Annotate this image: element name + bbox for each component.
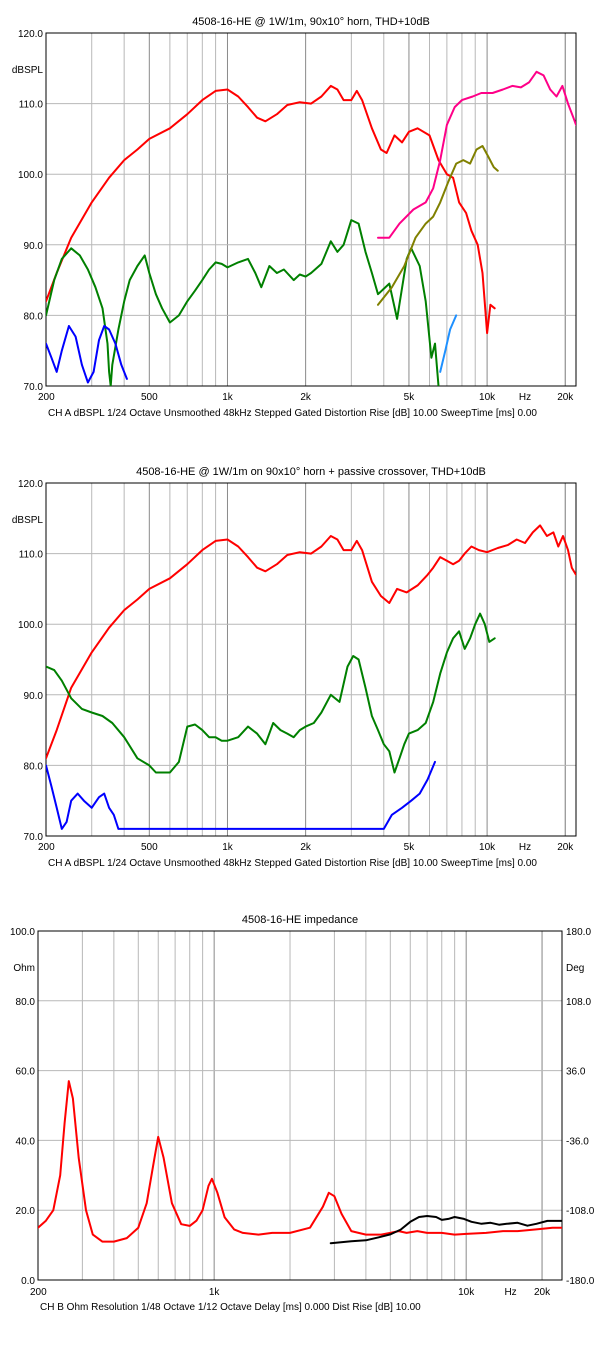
chart-title: 4508-16-HE @ 1W/1m on 90x10° horn + pass… <box>136 466 486 478</box>
x-tick-label: 200 <box>38 842 55 853</box>
y-tick-label: 120.0 <box>18 29 43 40</box>
y-tick-label: 40.0 <box>16 1136 36 1147</box>
x-tick-label: 2k <box>300 392 312 403</box>
x-tick-label: 10k <box>479 842 496 853</box>
y-tick-label: 110.0 <box>19 100 44 111</box>
plot-frame <box>37 930 563 1281</box>
chart-footer: CH A dBSPL 1/24 Octave Unsmoothed 48kHz … <box>48 858 537 869</box>
y-axis-label: Ohm <box>13 963 35 974</box>
x-tick-label: 10k <box>479 392 496 403</box>
chart-footer: CH A dBSPL 1/24 Octave Unsmoothed 48kHz … <box>48 408 537 419</box>
x-tick-label: 1k <box>209 1287 221 1298</box>
series-line <box>329 1215 562 1245</box>
y2-tick-label: -36.0 <box>566 1136 589 1147</box>
y2-tick-label: -108.0 <box>566 1206 595 1217</box>
y-tick-label: 80.0 <box>24 761 44 772</box>
x-tick-label: 20k <box>557 392 574 403</box>
y-tick-label: 70.0 <box>24 382 44 393</box>
y-tick-label: 20.0 <box>16 1206 36 1217</box>
y-tick-label: 100.0 <box>18 170 43 181</box>
chart-2: 4508-16-HE @ 1W/1m on 90x10° horn + pass… <box>12 466 577 869</box>
y-axis-label: dBSPL <box>12 65 44 76</box>
y-tick-label: 80.0 <box>16 997 36 1008</box>
x-tick-label: 1k <box>222 842 234 853</box>
plot-frame <box>45 32 577 387</box>
y-tick-label: 60.0 <box>16 1067 36 1078</box>
plot-frame <box>45 482 577 837</box>
chart-1: 4508-16-HE @ 1W/1m, 90x10° horn, THD+10d… <box>12 16 577 419</box>
series-line <box>46 612 496 774</box>
x-axis-label: Hz <box>519 392 531 403</box>
y-tick-label: 90.0 <box>24 691 44 702</box>
y-tick-label: 70.0 <box>24 832 44 843</box>
x-tick-label: 500 <box>141 842 158 853</box>
y2-tick-label: 108.0 <box>566 997 591 1008</box>
x-tick-label: 2k <box>300 842 312 853</box>
y-tick-label: 80.0 <box>24 311 44 322</box>
x-tick-label: 20k <box>557 842 574 853</box>
chart-3: 4508-16-HE impedance 0.0 20.0 40.0 60.0 80.0 1… <box>10 914 595 1313</box>
series-line <box>46 325 128 384</box>
y-tick-label: 110.0 <box>19 550 44 561</box>
y2-tick-label: -180.0 <box>566 1276 595 1287</box>
x-tick-label: 20k <box>534 1287 551 1298</box>
x-tick-label: 10k <box>458 1287 475 1298</box>
x-axis-label: Hz <box>519 842 531 853</box>
y-tick-label: 100.0 <box>10 927 35 938</box>
x-tick-label: 200 <box>30 1287 47 1298</box>
y-axis-label: dBSPL <box>12 515 44 526</box>
y-tick-label: 100.0 <box>18 620 43 631</box>
series-line <box>46 760 436 830</box>
y2-tick-label: 36.0 <box>566 1067 586 1078</box>
series-line <box>38 1080 562 1243</box>
y2-axis-label: Deg <box>566 963 584 974</box>
series-line <box>46 219 440 386</box>
x-tick-label: 1k <box>222 392 234 403</box>
series-line <box>377 70 576 239</box>
chart-title: 4508-16-HE impedance <box>242 914 358 926</box>
series-line <box>439 314 458 373</box>
y2-tick-label: 180.0 <box>566 927 591 938</box>
chart-footer: CH B Ohm Resolution 1/48 Octave 1/12 Oct… <box>40 1302 421 1313</box>
chart-title: 4508-16-HE @ 1W/1m, 90x10° horn, THD+10d… <box>192 16 430 28</box>
x-tick-label: 5k <box>404 392 416 403</box>
x-tick-label: 200 <box>38 392 55 403</box>
series-line <box>377 145 499 306</box>
series-line <box>46 84 496 335</box>
y-tick-label: 90.0 <box>24 241 44 252</box>
series-line <box>46 524 576 760</box>
x-axis-label: Hz <box>504 1287 516 1298</box>
y-tick-label: 120.0 <box>18 479 43 490</box>
y-tick-label: 0.0 <box>21 1276 35 1287</box>
x-tick-label: 500 <box>141 392 158 403</box>
x-tick-label: 5k <box>404 842 416 853</box>
